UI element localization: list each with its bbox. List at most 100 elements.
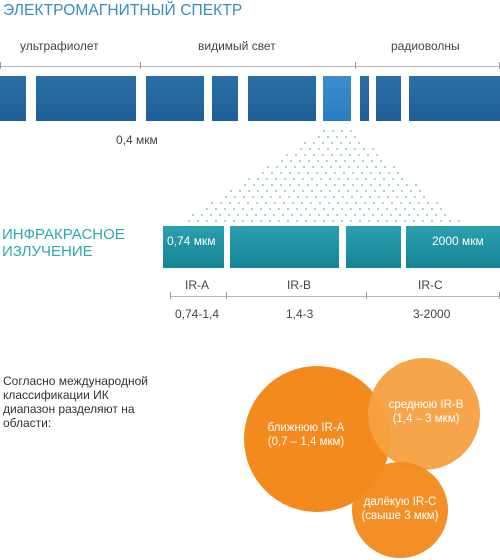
expansion-dot [300, 148, 302, 150]
near-ir-label: ближнюю IR-A [267, 422, 345, 434]
spectrum-title: ЭЛЕКТРОМАГНИТНЫЙ СПЕКТР [3, 2, 243, 19]
expansion-dot [354, 136, 356, 138]
expansion-dot [358, 142, 360, 144]
expansion-dot [320, 190, 322, 192]
expansion-dot [262, 172, 264, 174]
expansion-dot [233, 220, 235, 222]
expansion-dot [337, 202, 339, 204]
expansion-dot [335, 160, 337, 162]
expansion-dot [219, 214, 221, 216]
expansion-dot [404, 208, 406, 210]
expansion-dot [336, 148, 338, 150]
expansion-dot [246, 214, 248, 216]
expansion-dot [269, 220, 271, 222]
expansion-dot [384, 166, 386, 168]
expansion-dot [224, 220, 226, 222]
spectrum-segment [376, 76, 401, 121]
ir-ruler-tick [170, 292, 171, 299]
expansion-dot [308, 160, 310, 162]
expansion-dot [270, 196, 272, 198]
expansion-dot [422, 220, 424, 222]
expansion-dot [274, 202, 276, 204]
expansion-dot [370, 184, 372, 186]
expansion-dot [361, 184, 363, 186]
expansion-dot [288, 196, 290, 198]
expansion-dot [362, 160, 364, 162]
expansion-dot [340, 142, 342, 144]
expansion-dot [333, 196, 335, 198]
expansion-dot [334, 184, 336, 186]
expansion-dot [401, 190, 403, 192]
expansion-dot [284, 190, 286, 192]
expansion-dot [291, 214, 293, 216]
expansion-dot [306, 196, 308, 198]
expansion-dot [338, 178, 340, 180]
expansion-dot [440, 208, 442, 210]
spectrum-segment [36, 76, 136, 121]
expansion-dot [237, 214, 239, 216]
expansion-dot [383, 190, 385, 192]
expansion-dot [370, 172, 372, 174]
expansion-dot [273, 214, 275, 216]
expansion-dot [436, 202, 438, 204]
expansion-dot [328, 202, 330, 204]
spectrum-segment-infrared [323, 76, 351, 121]
expansion-dot [230, 190, 232, 192]
expansion-dot [377, 208, 379, 210]
expansion-dot [318, 214, 320, 216]
band-label-radio: радиоволны [389, 39, 462, 53]
expansion-dot [314, 208, 316, 210]
ir-ruler-tick [366, 292, 367, 299]
expansion-dot [390, 214, 392, 216]
expansion-dot [251, 208, 253, 210]
expansion-dot [305, 208, 307, 210]
expansion-dot [320, 178, 322, 180]
expansion-dot [354, 148, 356, 150]
expansion-dot [379, 172, 381, 174]
expansion-dot [325, 172, 327, 174]
expansion-dot [395, 208, 397, 210]
expansion-dot [392, 190, 394, 192]
expansion-dot [331, 142, 333, 144]
expansion-dot [352, 184, 354, 186]
expansion-dot [304, 142, 306, 144]
expansion-dot [229, 202, 231, 204]
spectrum-segment [409, 76, 500, 121]
circle-mid-ir [368, 358, 480, 470]
expansion-dot [347, 178, 349, 180]
expansion-dot [312, 166, 314, 168]
expansion-dot [338, 190, 340, 192]
expansion-dot [358, 154, 360, 156]
expansion-dot [211, 202, 213, 204]
expansion-dot [315, 196, 317, 198]
expansion-dot [275, 178, 277, 180]
expansion-dot [329, 190, 331, 192]
mid-ir-label: среднюю IR-B [388, 399, 464, 411]
expansion-dot [409, 202, 411, 204]
expansion-dot [322, 142, 324, 144]
expansion-dot [296, 220, 298, 222]
expansion-dot [356, 178, 358, 180]
mid-ir-text: среднюю IR-B (1,4 – 3 мкм) [376, 398, 476, 426]
expansion-dot [354, 214, 356, 216]
expansion-dot [435, 214, 437, 216]
expansion-dot [350, 208, 352, 210]
expansion-dot [326, 160, 328, 162]
expansion-dot [234, 196, 236, 198]
expansion-dot [197, 220, 199, 222]
expansion-dot [359, 220, 361, 222]
far-ir-label: далёкую IR-C [363, 496, 437, 508]
expansion-dot [444, 214, 446, 216]
expansion-dot [458, 220, 460, 222]
expansion-dot [363, 148, 365, 150]
expansion-dot [302, 178, 304, 180]
expansion-dot [323, 220, 325, 222]
expansion-dot [276, 166, 278, 168]
expansion-dot [311, 190, 313, 192]
expansion-dot [347, 190, 349, 192]
expansion-dot [397, 184, 399, 186]
spectrum-segment [212, 76, 238, 121]
expansion-dot [275, 190, 277, 192]
expansion-dot [406, 184, 408, 186]
expansion-dot [323, 130, 325, 132]
